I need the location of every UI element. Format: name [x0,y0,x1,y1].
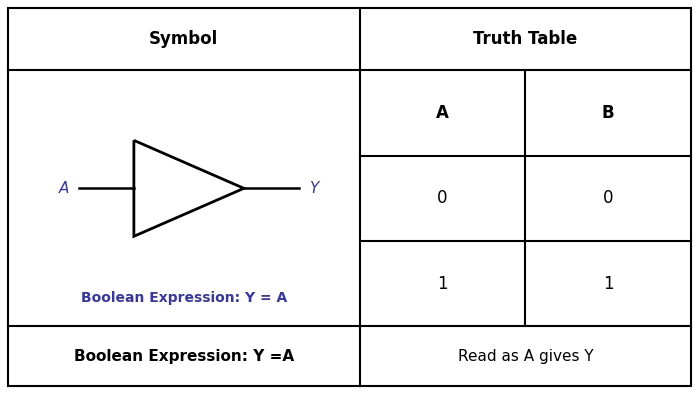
Text: A: A [436,104,449,122]
Text: Read as A gives Y: Read as A gives Y [458,349,593,364]
Text: 1: 1 [603,275,614,293]
Text: Boolean Expression: Y =A: Boolean Expression: Y =A [74,349,294,364]
Text: B: B [602,104,614,122]
Text: 0: 0 [438,190,448,207]
Text: Boolean Expression: Y = A: Boolean Expression: Y = A [81,291,287,305]
Text: 1: 1 [438,275,448,293]
Text: 0: 0 [603,190,614,207]
Text: Truth Table: Truth Table [473,30,577,48]
Text: A: A [59,181,69,196]
Text: Symbol: Symbol [150,30,219,48]
Text: Y: Y [309,181,318,196]
